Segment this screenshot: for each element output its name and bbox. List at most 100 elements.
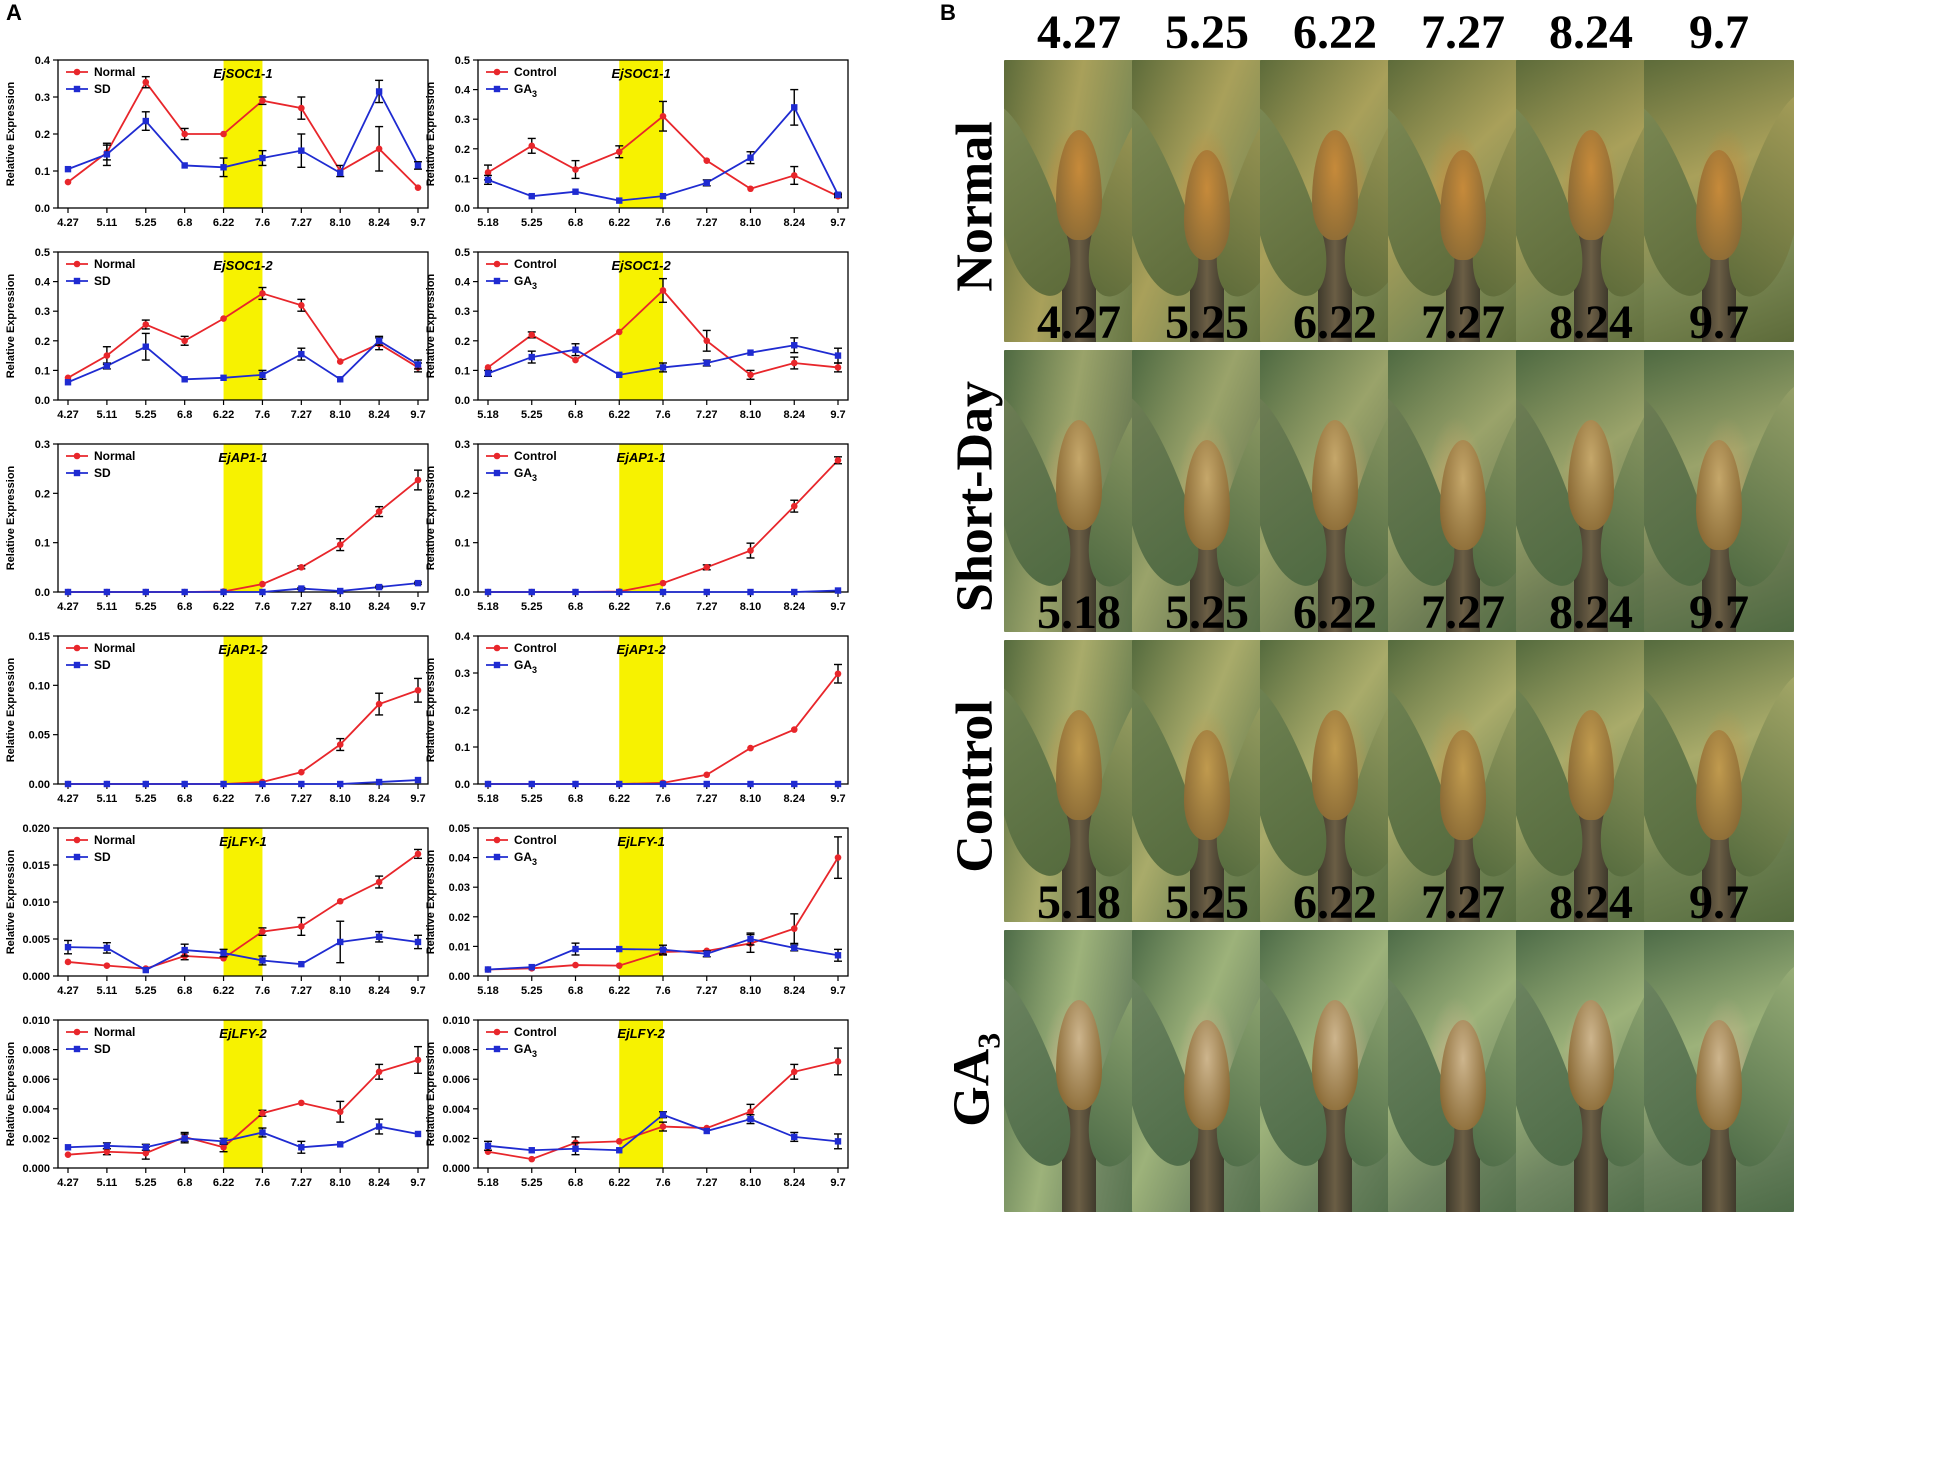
data-point xyxy=(572,945,579,953)
x-tick-label: 7.6 xyxy=(255,601,270,613)
bud-photo xyxy=(1004,60,1154,342)
legend-marker xyxy=(493,836,501,844)
data-point xyxy=(659,780,667,788)
bud-photo xyxy=(1644,60,1794,342)
x-tick-label: 6.22 xyxy=(609,409,630,421)
data-point xyxy=(747,185,754,193)
x-tick-label: 5.25 xyxy=(521,1177,542,1189)
chart-title: EjAP1-2 xyxy=(218,642,268,657)
y-tick-label: 0.2 xyxy=(455,488,470,500)
legend-marker xyxy=(73,85,81,93)
y-tick-label: 0.006 xyxy=(442,1074,470,1086)
date-label: 9.7 xyxy=(1689,296,1749,349)
y-tick-label: 0.000 xyxy=(22,1163,50,1175)
legend-marker xyxy=(73,68,81,76)
row-label-1: Short-Day xyxy=(946,380,1004,613)
data-point xyxy=(528,353,535,361)
panel-b-photos: B Normal 4.27 5.25 6.22 7.27 8.24 9.7 Short-Day… xyxy=(940,0,1950,1477)
x-tick-label: 5.25 xyxy=(521,601,542,613)
bud-photo xyxy=(1516,60,1666,342)
flower-bud-shape xyxy=(1696,730,1742,840)
legend-marker xyxy=(73,1028,81,1036)
data-point xyxy=(298,768,305,776)
bud-photo xyxy=(1388,930,1538,1212)
x-tick-label: 8.10 xyxy=(740,601,761,613)
data-point xyxy=(484,780,492,788)
bud-photo xyxy=(1388,350,1538,632)
x-tick-label: 9.7 xyxy=(830,793,845,805)
x-tick-label: 8.10 xyxy=(330,217,351,229)
y-tick-label: 0.4 xyxy=(455,85,471,97)
data-point xyxy=(337,780,344,788)
chart-title: EjLFY-1 xyxy=(219,834,266,849)
x-tick-label: 5.18 xyxy=(477,793,498,805)
data-point xyxy=(414,1130,422,1138)
y-axis-label: Relative Expression xyxy=(425,465,437,570)
data-point xyxy=(298,301,305,309)
x-tick-label: 6.8 xyxy=(568,985,583,997)
x-tick-label: 7.6 xyxy=(255,217,270,229)
data-point xyxy=(375,337,383,344)
y-tick-label: 0.002 xyxy=(442,1133,470,1145)
y-tick-label: 0.01 xyxy=(449,941,470,953)
y-tick-label: 0.2 xyxy=(35,488,50,500)
series-line-2 xyxy=(67,1125,419,1149)
flower-bud-shape xyxy=(1696,150,1742,260)
highlight-band xyxy=(223,60,263,208)
legend-label: SD xyxy=(94,658,111,672)
chart-title: EjSOC1-1 xyxy=(213,66,272,81)
data-point xyxy=(103,944,111,952)
y-axis-label: Relative Expression xyxy=(5,1041,17,1146)
x-tick-label: 6.22 xyxy=(213,409,234,421)
flower-bud-shape xyxy=(1312,130,1358,240)
data-point xyxy=(259,580,266,588)
x-tick-label: 8.10 xyxy=(740,217,761,229)
x-tick-label: 6.22 xyxy=(609,1177,630,1189)
data-point xyxy=(259,97,266,104)
data-point xyxy=(791,1133,798,1141)
data-point xyxy=(834,1138,842,1145)
legend-label: SD xyxy=(94,850,111,864)
flower-bud-shape xyxy=(1568,420,1614,530)
x-tick-label: 9.7 xyxy=(830,409,845,421)
data-point xyxy=(64,943,72,951)
y-tick-label: 0.002 xyxy=(22,1133,50,1145)
chart-c1: 0.0 0.1 0.2 0.3 0.4 4.27 5.11 5.25 6.8 6.22 7.6 7.2… xyxy=(5,55,429,229)
data-point xyxy=(259,290,266,297)
y-tick-label: 0.2 xyxy=(455,336,470,348)
date-label: 7.27 xyxy=(1421,296,1505,349)
x-tick-label: 7.27 xyxy=(291,985,312,997)
data-point xyxy=(181,162,188,169)
legend-marker xyxy=(73,836,81,844)
legend-marker xyxy=(493,469,501,477)
legend-label: Control xyxy=(514,833,557,847)
legend-label: SD xyxy=(94,466,111,480)
data-point xyxy=(747,588,754,596)
highlight-band xyxy=(619,828,663,976)
data-point xyxy=(337,1141,344,1148)
flower-bud-shape xyxy=(1440,730,1486,840)
x-tick-label: 9.7 xyxy=(410,1177,425,1189)
x-tick-label: 6.8 xyxy=(568,793,583,805)
data-point xyxy=(220,949,227,957)
data-point xyxy=(64,958,72,966)
data-point xyxy=(103,1142,111,1149)
data-point xyxy=(747,780,754,788)
legend-marker xyxy=(73,277,81,285)
row-label-2: Control xyxy=(946,700,1004,873)
x-tick-label: 5.25 xyxy=(135,217,156,229)
x-tick-label: 6.22 xyxy=(213,985,234,997)
data-point xyxy=(142,343,149,350)
legend-marker xyxy=(493,68,501,76)
date-label: 7.27 xyxy=(1421,876,1505,929)
data-point xyxy=(414,579,422,587)
data-point xyxy=(298,104,305,112)
date-label: 5.18 xyxy=(1037,876,1121,929)
y-tick-label: 0.3 xyxy=(455,439,470,451)
x-tick-label: 8.24 xyxy=(368,985,390,997)
y-tick-label: 0.1 xyxy=(455,538,470,550)
chart-c2: 0.0 0.1 0.2 0.3 0.4 0.5 5.18 5.25 6.8 6.22 7.6 7.27… xyxy=(425,55,849,229)
x-tick-label: 9.7 xyxy=(410,793,425,805)
data-point xyxy=(703,157,711,164)
x-tick-label: 5.25 xyxy=(521,217,542,229)
